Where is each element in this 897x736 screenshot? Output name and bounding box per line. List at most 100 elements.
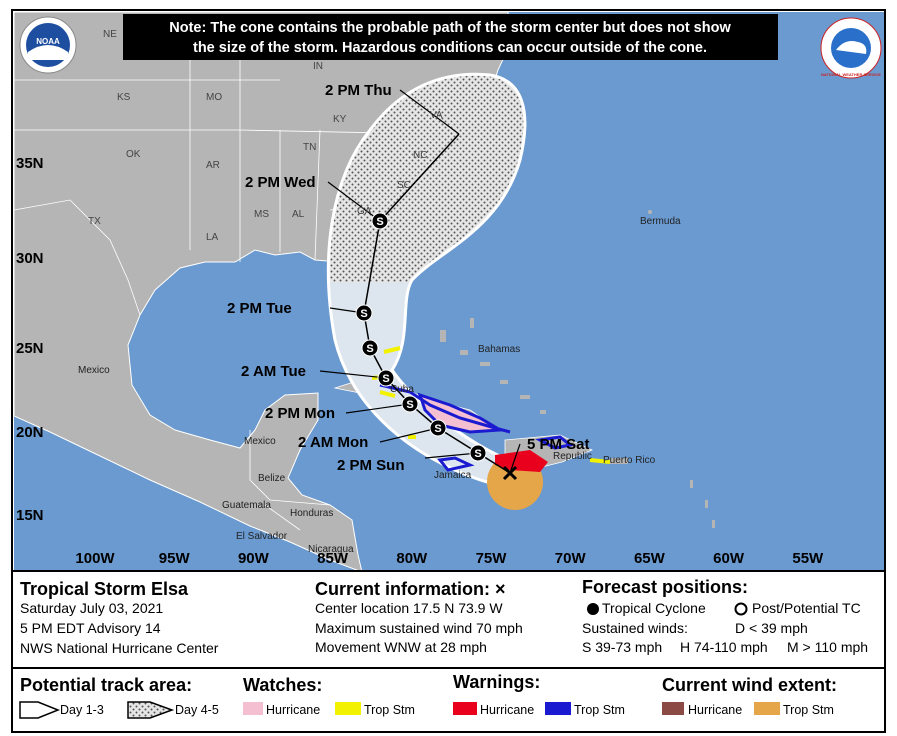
legend-label: Day 4-5 [175,703,219,717]
forecast-symbol: S [406,399,413,411]
forecast-label: 2 PM Sun [337,457,405,474]
islands [440,210,715,528]
place-label: Republic [553,451,592,462]
legend-label: Hurricane [266,703,320,717]
state-label: KY [333,114,347,125]
puerto-rico [610,458,628,464]
legend-label: Trop Stm [783,703,834,717]
lon-label: 75W [476,550,508,567]
note-box [123,14,778,60]
cone-day-1-3 [328,282,514,487]
forecast-point [377,369,395,387]
info-line: M > 110 mph [787,639,868,655]
lon-label: 95W [159,550,191,567]
legend-title: Warnings: [453,672,540,692]
trop-storm-warning [379,383,511,472]
forecast-title: Forecast positions: [582,577,748,597]
forecast-point [469,444,487,462]
forecast-point [429,419,447,437]
lon-label: 100W [75,550,115,567]
place-label: Bahamas [478,344,520,355]
swatch [243,702,263,715]
legend-label: Day 1-3 [60,703,104,717]
place-label: Nicaragua [308,544,354,555]
forecast-label: 2 AM Mon [298,434,368,451]
place-label: Mexico [78,365,110,376]
lat-label: 35N [16,155,44,172]
info-line: Saturday July 03, 2021 [20,600,163,616]
lon-label: 80W [396,550,428,567]
place-label: Mexico [244,436,276,447]
ptc-symbol [734,602,748,616]
forecast-symbol: S [366,343,373,355]
info-line: Post/Potential TC [752,600,861,616]
lon-label: 90W [238,550,270,567]
state-label: GA [357,206,372,217]
logo-text: NOAA [36,37,60,46]
forecast-point [355,304,373,322]
place-label: Cuba [390,384,414,395]
legend-label: Hurricane [688,703,742,717]
forecast-symbol: S [434,423,441,435]
forecast-label: 2 PM Wed [245,174,316,191]
state-label: TN [303,142,316,153]
state-label: NE [103,29,117,40]
state-label: IN [313,61,323,72]
forecast-symbol: S [474,448,481,460]
info-line: S 39-73 mph [582,639,662,655]
info-line: 5 PM EDT Advisory 14 [20,620,161,636]
forecast-label: 2 PM Tue [227,300,292,317]
state-label: VA [430,110,443,121]
info-line: Center location 17.5 N 73.9 W [315,600,503,616]
info-line: Tropical Cyclone [602,600,706,616]
lon-label: 70W [555,550,587,567]
state-label: MO [206,92,222,103]
hurricane-warning [495,450,548,472]
forecast-label: 5 PM Sat [527,436,590,453]
legend-label: Trop Stm [574,703,625,717]
map: S S S S S S S NE IN KS MO KY VA OK TN NC AR SC… [14,12,884,570]
forecast-symbol: S [382,373,389,385]
forecast-label: 2 PM Thu [325,82,392,99]
state-label: NC [413,150,427,161]
info-line: Sustained winds: [582,620,688,636]
swatch [754,702,780,715]
legend-label: Hurricane [480,703,534,717]
lat-label: 30N [16,250,44,267]
forecast-point [401,395,419,413]
place-label: El Salvador [236,531,288,542]
lon-label: 65W [634,550,666,567]
trop-storm-warning [535,435,574,450]
nws-logo: NATIONAL WEATHER SERVICE [820,17,882,79]
forecast-point [361,339,379,357]
forecast-label: 2 AM Tue [241,363,306,380]
info-line: NWS National Hurricane Center [20,640,219,656]
current-title: Current information: × [315,579,506,599]
noaa-logo: NOAA [19,16,77,74]
place-label: Belize [258,473,286,484]
info-line: H 74-110 mph [680,639,768,655]
legend-title: Watches: [243,675,322,695]
state-label: MS [254,209,269,220]
legend-label: Trop Stm [364,703,415,717]
swatch [335,702,361,715]
cone-outline [326,72,527,489]
storm-title: Tropical Storm Elsa [20,579,189,599]
tc-symbol [587,603,599,615]
day45-icon [127,701,175,719]
lon-label: 60W [713,550,745,567]
borders [14,60,481,531]
lat-label: 25N [16,340,44,357]
place-label: Puerto Rico [603,455,656,466]
state-label: AR [206,160,220,171]
state-label: KS [117,92,131,103]
state-label: TX [88,216,101,227]
label-leaders [319,89,521,474]
note-line: Note: The cone contains the probable pat… [169,20,731,36]
place-label: Bermuda [640,216,681,227]
forecast-symbol: S [376,216,383,228]
lon-label: 55W [792,550,824,567]
logo-text: NATIONAL WEATHER SERVICE [821,72,881,77]
swatch [453,702,477,715]
